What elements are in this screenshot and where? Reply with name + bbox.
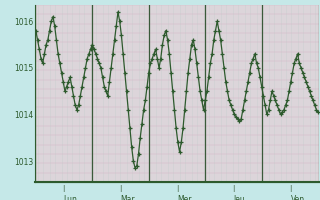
Text: |: | (289, 185, 292, 192)
Text: |: | (119, 185, 121, 192)
Text: |: | (233, 185, 235, 192)
Text: |: | (62, 185, 65, 192)
Text: Mar: Mar (120, 194, 135, 200)
Text: Ven: Ven (291, 194, 305, 200)
Text: Mer: Mer (177, 194, 191, 200)
Text: Lun: Lun (63, 194, 77, 200)
Text: |: | (176, 185, 178, 192)
Text: Jeu: Jeu (234, 194, 245, 200)
